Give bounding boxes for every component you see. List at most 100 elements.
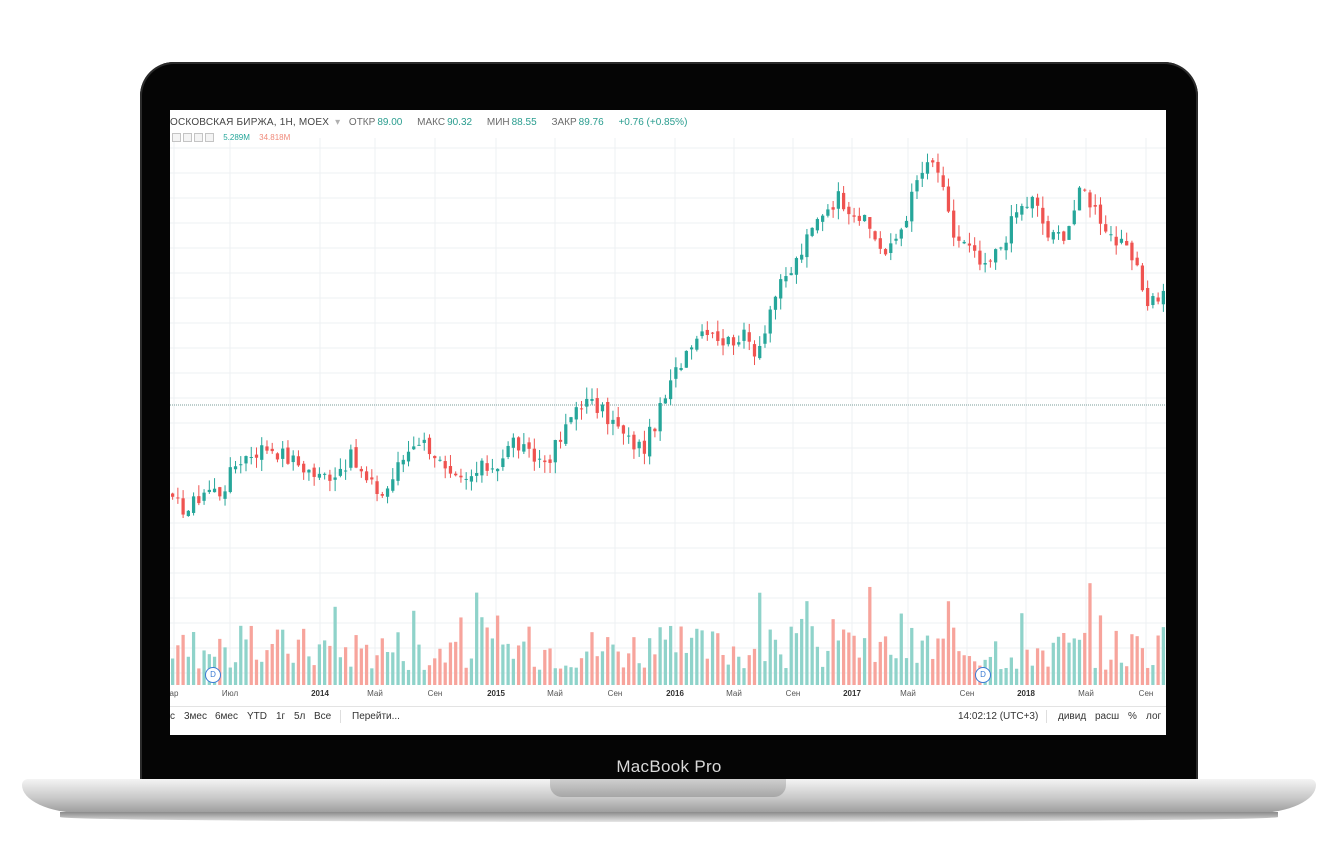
volume-bar — [1083, 632, 1087, 685]
candle-body — [674, 367, 678, 379]
candle-body — [1020, 206, 1024, 215]
candle-body — [1009, 216, 1013, 244]
close-icon[interactable] — [205, 133, 214, 143]
candle-body — [485, 463, 489, 471]
candle-body — [385, 488, 390, 497]
candle-body — [747, 332, 751, 342]
volume-bar — [1151, 665, 1155, 685]
volume-bar — [448, 642, 453, 685]
candle-body — [826, 209, 830, 216]
settings-icon[interactable] — [183, 133, 192, 143]
candle-body — [1067, 226, 1071, 240]
volume-bar — [396, 632, 400, 685]
range-button[interactable]: Все — [314, 711, 332, 722]
volume-bar — [768, 629, 772, 685]
volume-bar — [385, 652, 390, 685]
volume-bar — [894, 658, 898, 685]
volume-bar — [585, 651, 589, 685]
candle-body — [286, 447, 290, 464]
chart-screen[interactable]: ОСКОВСКАЯ БИРЖА, 1Н, МОЕХ ▾ ОТКР 89.00 МАК… — [170, 110, 1166, 735]
candle-body — [464, 478, 468, 480]
splits-toggle[interactable]: расш — [1095, 711, 1120, 722]
candle-body — [496, 468, 500, 472]
candle-body — [894, 238, 898, 241]
candle-body — [758, 345, 762, 359]
candle-body — [1077, 187, 1082, 211]
high-stat: МАКС 90.32 — [417, 117, 478, 128]
volume-bar — [239, 625, 243, 685]
candle-body — [254, 454, 259, 458]
close-stat: ЗАКР 89.76 — [551, 117, 609, 128]
candle-body — [328, 474, 332, 481]
volume-bar — [1109, 659, 1113, 685]
range-button[interactable]: YTD — [247, 711, 267, 722]
volume-bar — [1009, 657, 1013, 685]
range-button[interactable]: 3мес — [184, 711, 207, 722]
candle-body — [899, 229, 903, 239]
volume-bar — [469, 658, 474, 685]
volume-bar — [716, 633, 720, 685]
volume-bar — [648, 638, 652, 685]
volume-bar — [758, 592, 762, 685]
percent-toggle[interactable]: % — [1128, 711, 1137, 722]
x-axis-tick-label: ар — [170, 689, 179, 698]
volume-bar — [191, 632, 196, 685]
volume-bar — [1125, 666, 1129, 685]
candle-body — [810, 227, 814, 236]
candle-body — [648, 426, 652, 457]
range-button[interactable]: 1г — [276, 711, 286, 722]
volume-bar — [999, 669, 1003, 685]
candle-body — [946, 186, 951, 212]
candle-body — [260, 445, 264, 460]
volume-bar — [464, 667, 468, 685]
candle-body — [375, 481, 379, 495]
volume-bar — [663, 639, 668, 685]
log-toggle[interactable]: лог — [1146, 711, 1162, 722]
volume-bar — [1146, 667, 1150, 685]
open-stat: ОТКР 89.00 — [349, 117, 408, 128]
volume-bar — [317, 644, 322, 685]
candle-body — [700, 331, 704, 337]
candle-body — [349, 449, 353, 468]
volume-bar — [1104, 669, 1108, 685]
goto-button[interactable]: Перейти... — [352, 711, 400, 722]
more-icon[interactable] — [194, 133, 203, 143]
candle-body — [212, 488, 217, 493]
volume-bar — [925, 635, 930, 685]
volume-bar — [427, 665, 432, 685]
candle-body — [228, 467, 232, 493]
candle-body — [186, 510, 190, 517]
volume-bar — [752, 648, 757, 685]
volume-up-value: 5.289M — [223, 133, 250, 142]
eye-icon[interactable] — [172, 133, 181, 143]
candle-body — [207, 489, 211, 493]
candle-body — [852, 215, 856, 217]
candle-body — [422, 439, 426, 443]
volume-bar — [343, 647, 348, 685]
candle-body — [910, 191, 914, 222]
dividend-marker[interactable]: D — [975, 667, 991, 683]
range-toolbar: с 3мес 6мес YTD 1г 5л Все Перейти... 14:… — [170, 706, 1166, 727]
volume-bar — [915, 662, 919, 685]
candle-body — [527, 442, 531, 449]
high-label: МАКС — [417, 117, 446, 128]
candle-body — [988, 260, 993, 262]
chevron-down-icon[interactable]: ▾ — [335, 117, 341, 128]
candle-body — [689, 347, 694, 350]
candle-body — [836, 191, 840, 209]
candle-body — [653, 428, 657, 432]
volume-bar — [595, 656, 599, 685]
range-button[interactable]: с — [170, 711, 175, 722]
range-button[interactable]: 6мес — [215, 711, 238, 722]
volume-bar — [558, 668, 563, 685]
volume-bar — [763, 661, 767, 685]
clock-display[interactable]: 14:02:12 (UTC+3) — [958, 711, 1039, 722]
dividend-marker[interactable]: D — [205, 667, 221, 683]
price-chart[interactable] — [170, 110, 1166, 706]
dividends-toggle[interactable]: дивид — [1058, 711, 1087, 722]
candle-body — [983, 263, 987, 265]
symbol-label[interactable]: ОСКОВСКАЯ БИРЖА, 1Н, МОЕХ — [170, 117, 330, 128]
candle-body — [632, 434, 636, 450]
volume-bar — [380, 638, 384, 685]
range-button[interactable]: 5л — [294, 711, 306, 722]
